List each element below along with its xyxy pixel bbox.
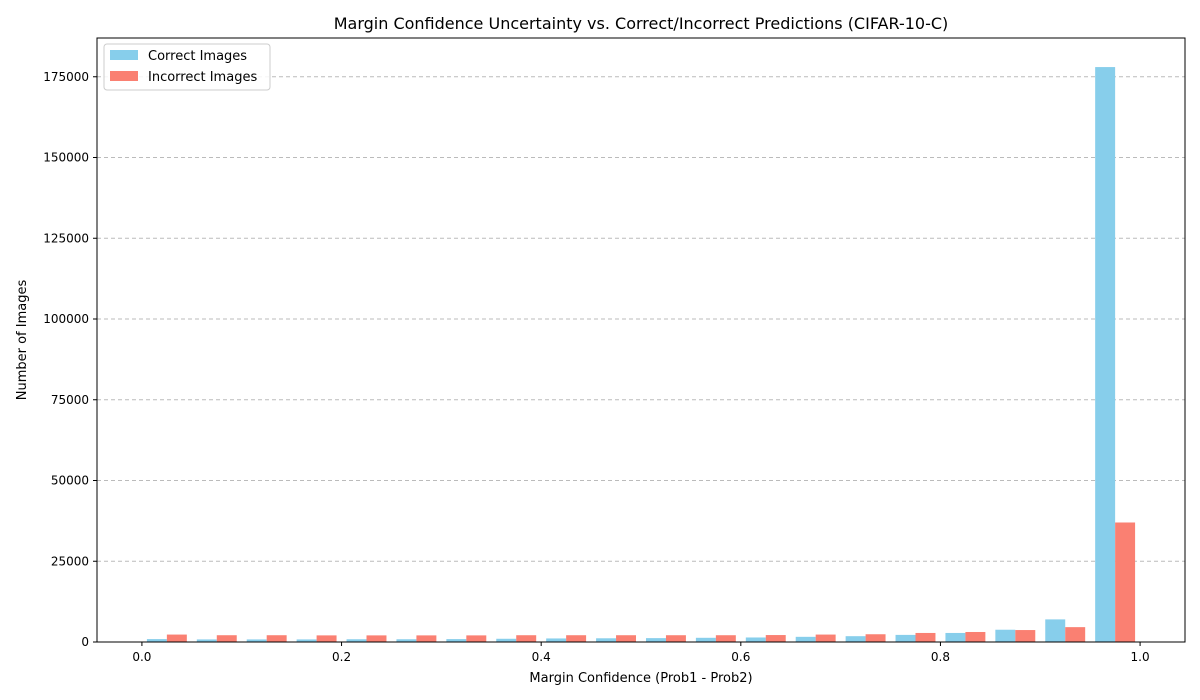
bar xyxy=(695,637,716,642)
bar xyxy=(216,635,237,642)
y-tick-label: 75000 xyxy=(51,393,89,407)
bar xyxy=(446,639,467,642)
bar xyxy=(895,634,916,642)
x-tick-label: 0.4 xyxy=(532,650,551,664)
bar xyxy=(815,634,836,642)
incorrect-bars xyxy=(166,522,1136,642)
bar xyxy=(596,638,617,642)
legend: Correct Images Incorrect Images xyxy=(103,43,271,91)
bar xyxy=(995,629,1016,642)
x-tick-label: 0.2 xyxy=(332,650,351,664)
bar xyxy=(296,639,317,642)
legend-swatch-correct xyxy=(110,50,138,60)
y-tick-label: 0 xyxy=(81,635,89,649)
bar xyxy=(965,631,986,642)
bar xyxy=(416,635,437,642)
correct-bars xyxy=(146,67,1116,642)
x-tick-label: 1.0 xyxy=(1131,650,1150,664)
x-tick-label: 0.6 xyxy=(731,650,750,664)
legend-swatch-incorrect xyxy=(110,71,138,81)
bar xyxy=(466,635,487,642)
y-tick-label: 150000 xyxy=(43,151,89,165)
x-tick-label: 0.0 xyxy=(132,650,151,664)
bar xyxy=(865,634,886,642)
bar xyxy=(1095,67,1116,642)
x-axis: 0.0 0.2 0.4 0.6 0.8 1.0 xyxy=(132,642,1150,664)
bar xyxy=(246,639,267,642)
bar xyxy=(196,639,217,642)
plot-frame xyxy=(96,37,1186,643)
bar xyxy=(566,635,587,642)
bar xyxy=(346,639,367,642)
bar xyxy=(1115,522,1136,642)
y-tick-label: 25000 xyxy=(51,554,89,568)
bar xyxy=(516,635,537,642)
bar xyxy=(645,638,666,642)
legend-label-correct: Correct Images xyxy=(148,49,247,64)
bar xyxy=(496,638,517,642)
y-tick-label: 175000 xyxy=(43,70,89,84)
bar xyxy=(146,639,167,642)
y-axis-label: Number of Images xyxy=(15,280,30,401)
bar xyxy=(715,635,736,642)
bar xyxy=(1065,627,1086,642)
x-axis-label: Margin Confidence (Prob1 - Prob2) xyxy=(529,671,752,686)
bar xyxy=(765,635,786,642)
bar xyxy=(266,635,287,642)
bar xyxy=(616,635,637,642)
bar xyxy=(945,632,966,642)
y-grid xyxy=(97,76,1185,562)
y-tick-label: 100000 xyxy=(43,312,89,326)
bar xyxy=(546,638,567,642)
legend-frame xyxy=(103,43,271,91)
bar xyxy=(1045,619,1066,642)
bar xyxy=(1015,630,1036,642)
bar xyxy=(845,636,866,642)
x-tick-label: 0.8 xyxy=(931,650,950,664)
bar xyxy=(665,635,686,642)
y-axis: 0 25000 50000 75000 100000 125000 150000 175000 xyxy=(43,70,97,649)
y-tick-label: 50000 xyxy=(51,474,89,488)
bar xyxy=(396,639,417,642)
bar xyxy=(745,637,766,642)
chart-title: Margin Confidence Uncertainty vs. Correc… xyxy=(334,14,949,33)
bar xyxy=(166,634,187,642)
bar xyxy=(795,636,816,642)
y-tick-label: 125000 xyxy=(43,231,89,245)
bar xyxy=(366,635,387,642)
legend-label-incorrect: Incorrect Images xyxy=(148,70,257,85)
bar xyxy=(915,632,936,642)
bar xyxy=(316,635,337,642)
